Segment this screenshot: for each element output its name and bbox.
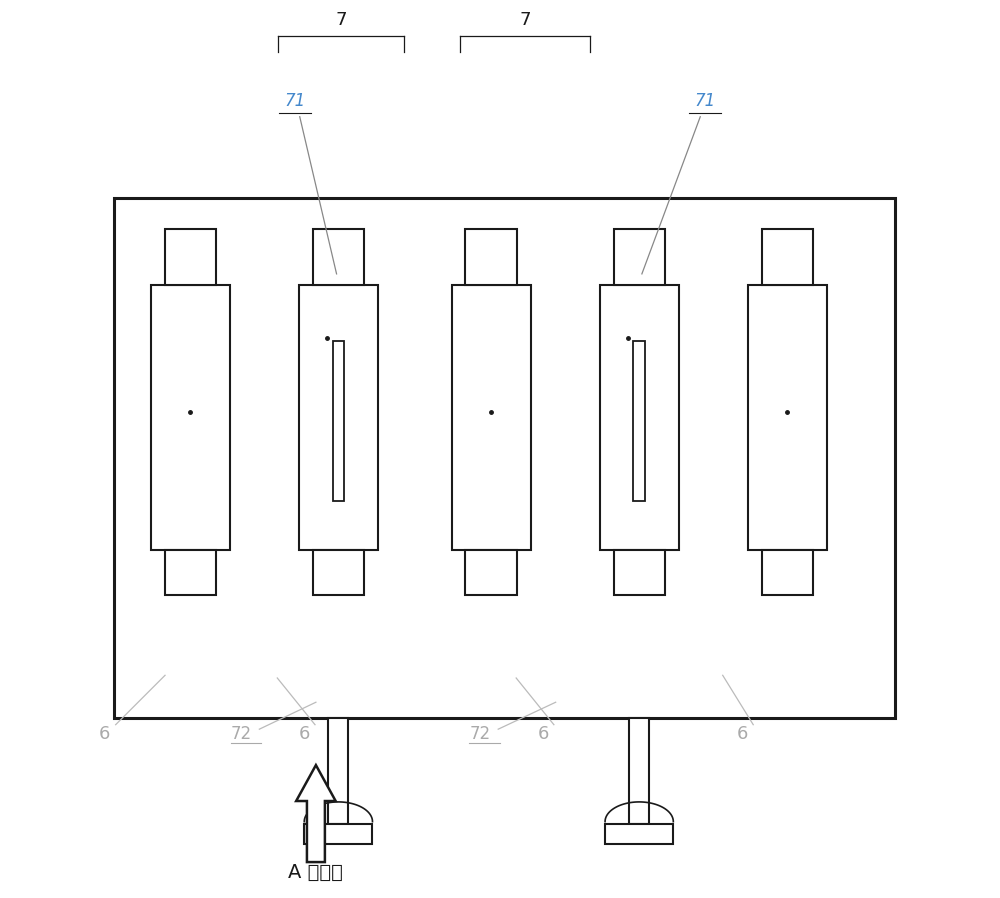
Polygon shape bbox=[296, 765, 336, 862]
Text: 7: 7 bbox=[335, 11, 347, 29]
Text: 71: 71 bbox=[285, 92, 306, 110]
Bar bbox=[313, 229, 364, 285]
Text: 7: 7 bbox=[519, 11, 531, 29]
Text: 6: 6 bbox=[299, 725, 310, 743]
Bar bbox=[629, 718, 649, 824]
Text: 6: 6 bbox=[99, 725, 111, 743]
Text: 71: 71 bbox=[694, 92, 715, 110]
Bar bbox=[762, 229, 813, 285]
Bar bbox=[452, 285, 531, 550]
Bar bbox=[762, 550, 813, 594]
Bar bbox=[151, 285, 230, 550]
Bar bbox=[600, 285, 679, 550]
Bar bbox=[165, 550, 216, 594]
Bar bbox=[299, 285, 378, 550]
Text: 72: 72 bbox=[470, 725, 491, 743]
Bar bbox=[465, 229, 517, 285]
Text: 6: 6 bbox=[537, 725, 549, 743]
Text: A 向视图: A 向视图 bbox=[288, 863, 343, 882]
Text: 6: 6 bbox=[737, 725, 748, 743]
Bar bbox=[614, 229, 665, 285]
Bar bbox=[313, 550, 364, 594]
Bar bbox=[114, 198, 895, 718]
Bar bbox=[748, 285, 827, 550]
Bar bbox=[633, 341, 645, 501]
Bar bbox=[614, 550, 665, 594]
Bar bbox=[333, 341, 344, 501]
Bar bbox=[605, 824, 673, 844]
Bar bbox=[165, 229, 216, 285]
Bar bbox=[328, 718, 348, 824]
Text: 72: 72 bbox=[231, 725, 252, 743]
Bar bbox=[304, 824, 372, 844]
Bar bbox=[465, 550, 517, 594]
